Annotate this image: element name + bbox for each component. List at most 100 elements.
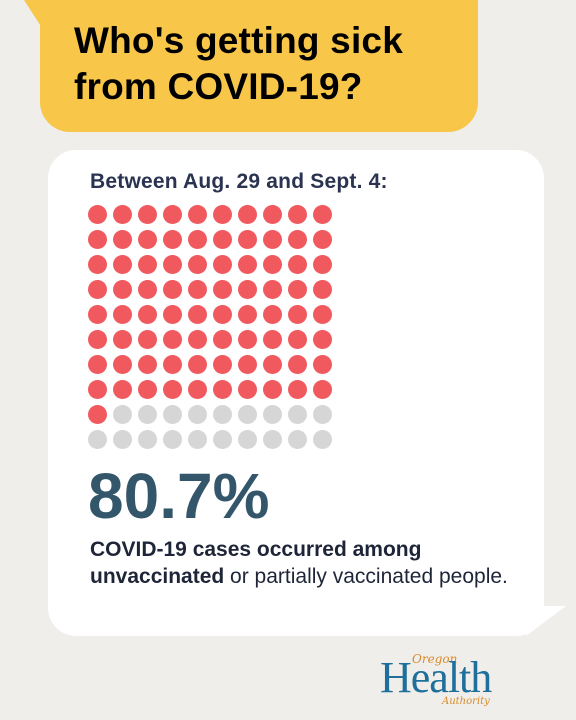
dot-case (88, 205, 107, 224)
dot-case (113, 305, 132, 324)
dot-case (138, 205, 157, 224)
dot-case (188, 230, 207, 249)
dot-case (188, 280, 207, 299)
dot-empty (113, 405, 132, 424)
dot-case (288, 280, 307, 299)
dot-case (113, 380, 132, 399)
dot-case (213, 380, 232, 399)
logo-health-text: Health (380, 653, 492, 702)
dot-case (88, 355, 107, 374)
dot-case (313, 305, 332, 324)
dot-empty (163, 405, 182, 424)
dot-case (238, 355, 257, 374)
dot-case (263, 205, 282, 224)
title-line-2: from COVID-19? (74, 66, 363, 107)
dot-case (88, 380, 107, 399)
dot-case (263, 280, 282, 299)
dot-case (313, 255, 332, 274)
dot-empty (313, 430, 332, 449)
dot-case (288, 255, 307, 274)
dot-case (213, 230, 232, 249)
dot-case (288, 380, 307, 399)
dot-case (88, 305, 107, 324)
dot-case (138, 305, 157, 324)
page-title: Who's getting sick from COVID-19? (74, 18, 474, 110)
dot-empty (263, 430, 282, 449)
dot-case (163, 355, 182, 374)
percent-value: 80.7% (88, 460, 270, 532)
logo-oregon-text: Oregon (412, 652, 458, 666)
dot-case (163, 380, 182, 399)
dot-case (163, 305, 182, 324)
dot-empty (213, 405, 232, 424)
dot-case (113, 255, 132, 274)
dot-empty (188, 430, 207, 449)
dot-empty (163, 430, 182, 449)
dot-case (263, 355, 282, 374)
dot-empty (238, 430, 257, 449)
dot-case (238, 205, 257, 224)
dot-case (113, 230, 132, 249)
dot-empty (113, 430, 132, 449)
dot-case (188, 255, 207, 274)
dot-case (313, 230, 332, 249)
dot-case (263, 255, 282, 274)
dot-case (213, 330, 232, 349)
dot-case (138, 380, 157, 399)
dot-case (188, 205, 207, 224)
dot-case (313, 280, 332, 299)
dot-case (138, 230, 157, 249)
dot-case (263, 305, 282, 324)
dot-empty (88, 430, 107, 449)
dot-case (188, 330, 207, 349)
dot-case (113, 280, 132, 299)
dot-case (188, 380, 207, 399)
description-rest: or partially vaccinated people. (224, 565, 508, 588)
dot-case (88, 330, 107, 349)
dot-case (288, 355, 307, 374)
dot-case (163, 330, 182, 349)
card-bubble-tail (526, 606, 566, 636)
dot-case (238, 255, 257, 274)
dot-case (313, 380, 332, 399)
date-range-subtitle: Between Aug. 29 and Sept. 4: (90, 170, 388, 193)
dot-case (188, 305, 207, 324)
dot-case (113, 330, 132, 349)
dot-case (113, 355, 132, 374)
dot-empty (138, 430, 157, 449)
dot-case (313, 355, 332, 374)
dot-case (288, 205, 307, 224)
dot-case (213, 280, 232, 299)
dot-empty (263, 405, 282, 424)
dot-case (313, 330, 332, 349)
dot-case (163, 280, 182, 299)
dot-case (138, 255, 157, 274)
dot-case (288, 305, 307, 324)
dot-case (238, 230, 257, 249)
dot-case (238, 330, 257, 349)
dot-case (88, 255, 107, 274)
dot-case (138, 355, 157, 374)
dot-case (263, 380, 282, 399)
dot-case (213, 305, 232, 324)
dot-case (163, 255, 182, 274)
dot-empty (238, 405, 257, 424)
description-bold-word: unvaccinated (90, 565, 225, 588)
header-bubble-tail (24, 0, 42, 28)
title-line-1: Who's getting sick (74, 20, 403, 61)
dot-case (263, 230, 282, 249)
dot-case (238, 305, 257, 324)
dot-case (163, 230, 182, 249)
dot-case (238, 280, 257, 299)
oha-logo: Oregon Health Authority (380, 652, 530, 708)
dot-case (213, 355, 232, 374)
dot-case (88, 280, 107, 299)
dot-empty (188, 405, 207, 424)
dot-case (213, 255, 232, 274)
dot-case (288, 230, 307, 249)
dot-case (238, 380, 257, 399)
dot-case (113, 205, 132, 224)
dot-empty (138, 405, 157, 424)
dot-case (88, 230, 107, 249)
dot-empty (288, 405, 307, 424)
